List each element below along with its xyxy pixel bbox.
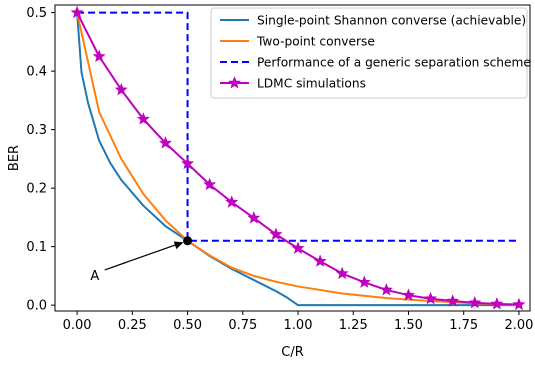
legend-label-0: Single-point Shannon converse (achievabl… <box>257 14 526 28</box>
x-tick-label: 1.75 <box>449 318 478 333</box>
series-point-star <box>446 294 460 307</box>
legend-star-marker <box>228 76 241 89</box>
y-tick-label: 0.5 <box>26 6 47 21</box>
series-point-star <box>313 254 327 267</box>
y-tick-label: 0.3 <box>26 123 47 138</box>
x-tick-label: 1.00 <box>284 318 313 333</box>
series-point-star <box>225 195 239 208</box>
x-tick-label: 2.00 <box>504 318 533 333</box>
series-line-1 <box>76 12 519 307</box>
y-axis-label: BER <box>7 145 22 171</box>
legend-label-2: Performance of a generic separation sche… <box>257 56 531 70</box>
y-tick-label: 0.0 <box>26 299 47 314</box>
series-point-star <box>357 275 371 288</box>
series-point-star <box>136 112 150 125</box>
annotation-point <box>183 236 193 246</box>
series-point-star <box>379 283 393 296</box>
x-tick-label: 1.50 <box>394 318 423 333</box>
series-point-star <box>269 227 283 240</box>
series-point-star <box>247 211 261 224</box>
series-point-star <box>291 241 305 254</box>
series-point-star <box>424 291 438 305</box>
series-line-0 <box>76 12 519 307</box>
series-point-star <box>158 136 172 149</box>
y-tick-label: 0.4 <box>26 65 47 80</box>
x-tick-label: 1.25 <box>339 318 368 333</box>
legend-label-1: Two-point converse <box>256 35 375 49</box>
plot-frame <box>54 4 531 312</box>
series-point-star <box>468 295 482 309</box>
x-tick-label: 0.50 <box>173 318 202 333</box>
annotation-label: A <box>90 269 99 284</box>
series-point-star <box>92 49 106 63</box>
series-line-2 <box>77 11 519 242</box>
series-point-star <box>114 83 128 96</box>
x-tick-label: 0.75 <box>228 318 257 333</box>
legend-box <box>210 7 528 99</box>
x-tick-label: 0.00 <box>63 318 92 333</box>
annotation-arrowhead <box>173 241 184 250</box>
series-point-star <box>70 5 84 19</box>
y-tick-label: 0.2 <box>26 182 47 197</box>
series-point-star <box>335 266 349 280</box>
y-tick-label: 0.1 <box>26 240 47 255</box>
legend-label-3: LDMC simulations <box>257 77 366 91</box>
annotation-arrow-line <box>104 242 182 271</box>
x-axis-label: C/R <box>281 345 304 360</box>
series-point-star <box>512 297 526 311</box>
series-point-star <box>490 297 504 310</box>
series-point-star <box>401 288 415 301</box>
x-tick-label: 0.25 <box>118 318 147 333</box>
series-point-star <box>203 177 217 191</box>
series-point-star <box>181 156 195 170</box>
